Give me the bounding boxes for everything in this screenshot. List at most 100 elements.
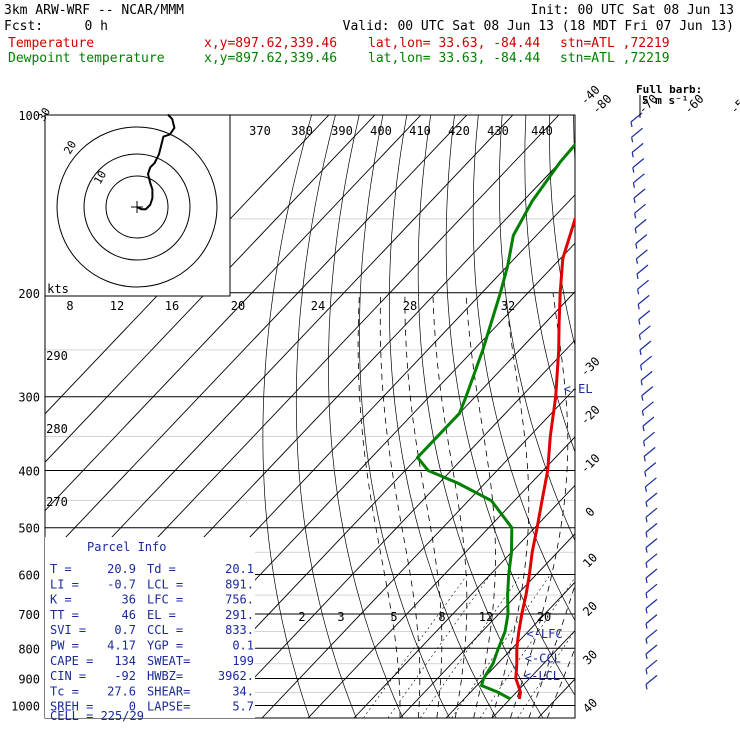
mixing-ratio-line: [479, 576, 575, 718]
wind-barb: [645, 568, 658, 579]
wind-barb-flag: [638, 319, 641, 325]
dry-adiabat-line: [445, 115, 575, 697]
parcel-label-left: SREH =: [50, 700, 93, 714]
parcel-label-right: SHEAR=: [147, 684, 190, 698]
parcel-value-left: 4.17: [107, 639, 136, 653]
wind-barb-flag: [638, 334, 641, 340]
wind-barb-flag: [631, 152, 634, 158]
isotherm-line: [353, 484, 575, 718]
wind-barb-flag: [641, 410, 644, 416]
parcel-value-right: 20.1: [225, 562, 254, 576]
parcel-value-left: 0: [129, 700, 136, 714]
dry-adiabat-line: [417, 115, 544, 718]
wind-barb-flag: [632, 167, 635, 173]
wind-speed-scale-label: 12: [110, 299, 124, 313]
parcel-label-right: LAPSE=: [147, 700, 190, 714]
wind-barb-flag: [645, 593, 648, 599]
theta-label: 440: [531, 124, 553, 138]
wind-barb: [645, 644, 658, 655]
fcst-value: 0 h: [85, 19, 108, 34]
isotherm-label: 10: [580, 550, 600, 570]
legend-temperature-stn: stn=ATL ,72219: [560, 36, 670, 51]
wind-barb: [645, 492, 658, 503]
valid-time: Valid: 00 UTC Sat 08 Jun 13 (18 MDT Fri …: [343, 19, 734, 34]
legend-dewpoint-xy: x,y=897.62,339.46: [204, 51, 337, 66]
mixing-ratio-line: [363, 574, 468, 718]
parcel-value-left: 46: [122, 608, 136, 622]
wind-barb-flag: [645, 638, 648, 644]
mixing-ratio-label: 8: [438, 610, 445, 624]
parcel-label-right: SWEAT=: [147, 654, 190, 668]
parcel-label-left: PW =: [50, 639, 79, 653]
init-time: Init: 00 UTC Sat 08 Jun 13: [531, 3, 735, 18]
theta-left-label: 270: [46, 495, 68, 509]
pressure-tick-label: 100: [18, 109, 40, 123]
wind-barb: [644, 462, 657, 473]
wind-barb: [641, 386, 654, 397]
hodograph-ring-label: 10: [91, 169, 109, 187]
dry-adiabat-line: [295, 115, 357, 718]
wind-barb-flag: [635, 243, 638, 249]
dry-adiabat-line: [359, 115, 450, 718]
curve-clip: [416, 142, 575, 701]
parcel-value-right: 199: [232, 654, 254, 668]
wind-barb: [645, 629, 658, 640]
parcel-label-left: K =: [50, 593, 72, 607]
isotherm-line: [45, 115, 422, 512]
wind-barb: [637, 279, 649, 290]
dry-adiabat-line: [645, 115, 740, 718]
wind-barb-flag: [642, 425, 645, 432]
wind-barb-flag: [643, 456, 646, 462]
wind-barb-flag: [639, 349, 642, 356]
wind-barb: [645, 614, 658, 625]
wind-barb: [645, 659, 658, 670]
mixing-ratio-label: 20: [537, 610, 551, 624]
moist-adiabat-line: [491, 292, 530, 718]
legend-dewpoint: Dewpoint temperature: [8, 51, 165, 66]
wind-barb-flag: [645, 547, 648, 553]
wind-barb-flag: [637, 304, 640, 310]
parcel-marker-label: <-CCL: [525, 652, 561, 666]
isotherm-line: [45, 115, 514, 609]
isotherm-line: [307, 436, 575, 718]
parcel-label-left: CIN =: [50, 669, 86, 683]
wind-barb: [645, 674, 658, 685]
wind-barb: [645, 598, 658, 609]
parcel-value-left: 0.7: [114, 623, 136, 637]
dry-adiabat-line: [262, 115, 312, 718]
dewpoint-profile: [416, 142, 575, 701]
dry-adiabat-line: [693, 115, 740, 718]
legend-temperature: Temperature: [8, 36, 94, 51]
wind-barb: [637, 294, 650, 305]
wind-barb: [631, 127, 643, 138]
wind-barb-flag: [640, 380, 643, 386]
parcel-info-panel: Parcel Info T = 20.9 Td = 20.1 LI = -0.7 LCL =…: [45, 537, 255, 723]
wind-barb: [632, 158, 645, 169]
mixing-ratio-line: [517, 629, 575, 718]
model-title: 3km ARW-WRF -- NCAR/MMM: [4, 3, 184, 18]
isotherm-line: [45, 115, 468, 560]
theta-label: 430: [487, 124, 509, 138]
dry-adiabat-line: [499, 115, 575, 542]
parcel-label-right: HWBZ=: [147, 669, 183, 683]
wind-barb: [633, 173, 645, 184]
theta-label: 410: [409, 124, 431, 138]
wind-barb: [636, 249, 648, 260]
plot-frame: [44, 114, 576, 719]
wind-barb-flag: [641, 395, 644, 401]
full-barb-label: Full barb:: [636, 83, 702, 96]
wind-barb-flag: [640, 365, 643, 371]
wind-barb: [643, 431, 655, 442]
wind-barb: [640, 370, 653, 381]
dry-adiabat-line: [597, 115, 740, 718]
isotherm-line: [537, 678, 575, 718]
hodograph-ring-label: 30: [35, 106, 53, 124]
pressure-tick-label: 1000: [11, 699, 40, 713]
parcel-value-left: 134: [114, 654, 136, 668]
wind-barb-flag: [643, 441, 646, 447]
wind-barb-flag: [644, 486, 647, 492]
wind-barb-flag: [632, 182, 635, 188]
wind-barb: [645, 477, 657, 488]
theta-left-label: 280: [46, 422, 68, 436]
